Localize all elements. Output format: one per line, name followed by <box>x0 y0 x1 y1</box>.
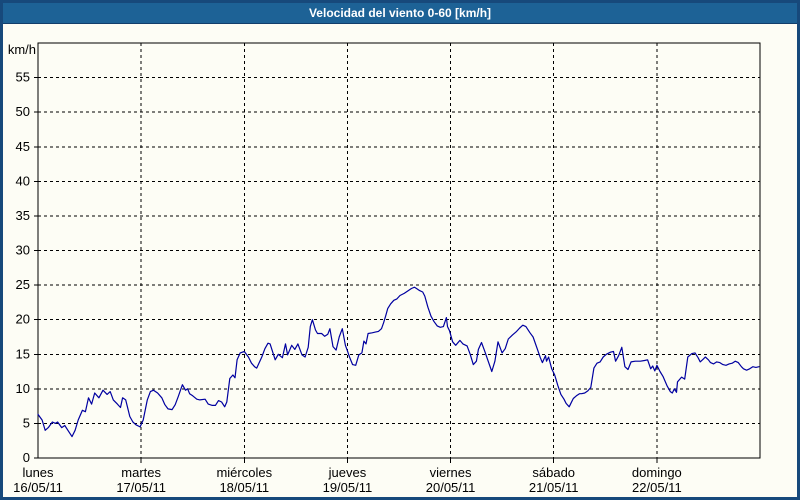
y-tick-label: 30 <box>16 243 30 258</box>
x-tick-day-label: viernes <box>430 465 472 480</box>
x-tick-day-label: martes <box>121 465 161 480</box>
x-tick-date-label: 22/05/11 <box>632 480 682 495</box>
x-tick-date-label: 21/05/11 <box>529 480 579 495</box>
x-tick-date-label: 17/05/11 <box>116 480 166 495</box>
wind-speed-line <box>37 286 760 438</box>
y-tick-label: 5 <box>23 415 30 430</box>
y-tick-label: 45 <box>16 139 30 154</box>
chart-content: 0 5 10 15 20 25 30 35 40 45 50 55 lunes 16/05/11 marte… <box>3 24 797 497</box>
chart-title: Velocidad del viento 0-60 [km/h] <box>308 6 492 20</box>
y-tick-label: 10 <box>16 381 30 396</box>
x-tick-day-label: lunes <box>22 465 54 480</box>
x-tick-date-label: 19/05/11 <box>323 480 373 495</box>
x-tick-date-label: 16/05/11 <box>13 480 63 495</box>
x-tick-day-label: jueves <box>328 465 367 480</box>
x-tick-day-label: miércoles <box>216 465 272 480</box>
y-tick-label: 35 <box>16 208 30 223</box>
y-tick-label: 55 <box>16 70 30 85</box>
y-axis-unit-label: km/h <box>8 42 36 57</box>
y-tick-label: 15 <box>16 346 30 361</box>
y-tick-label: 20 <box>16 312 30 327</box>
y-tick-label: 25 <box>16 277 30 292</box>
x-tick-day-label: domingo <box>632 465 682 480</box>
y-tick-label: 50 <box>16 104 30 119</box>
chart-title-bar: Velocidad del viento 0-60 [km/h] <box>3 3 797 24</box>
x-tick-date-label: 18/05/11 <box>219 480 269 495</box>
plot-border <box>37 42 761 459</box>
x-tick-date-label: 20/05/11 <box>426 480 476 495</box>
y-tick-label: 40 <box>16 173 30 188</box>
y-tick-label: 0 <box>23 450 30 465</box>
x-tick-day-label: sábado <box>532 465 575 480</box>
